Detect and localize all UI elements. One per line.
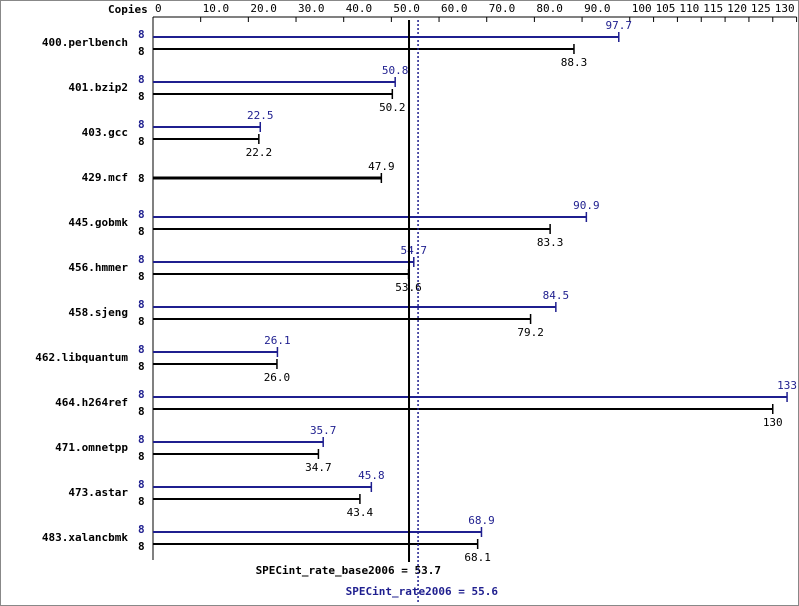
value-label: 45.8 bbox=[358, 469, 385, 482]
copies-label: 8 bbox=[138, 478, 145, 491]
copies-label: 8 bbox=[138, 208, 145, 221]
x-tick-label: 20.0 bbox=[250, 2, 277, 15]
copies-label: 8 bbox=[138, 433, 145, 446]
copies-label: 8 bbox=[138, 343, 145, 356]
copies-label: 8 bbox=[138, 45, 145, 58]
value-label: 68.1 bbox=[464, 551, 491, 564]
x-tick-label: 105 bbox=[656, 2, 676, 15]
x-tick-label: 0 bbox=[155, 2, 162, 15]
x-tick-label: 90.0 bbox=[584, 2, 611, 15]
copies-label: 8 bbox=[138, 450, 145, 463]
category-label: 445.gobmk bbox=[68, 216, 128, 229]
value-label: 79.2 bbox=[517, 326, 544, 339]
category-label: 462.libquantum bbox=[35, 351, 128, 364]
x-tick-label: 120 bbox=[727, 2, 747, 15]
category-label: 483.xalancbmk bbox=[42, 531, 128, 544]
category-label: 400.perlbench bbox=[42, 36, 128, 49]
value-label: 22.2 bbox=[246, 146, 273, 159]
copies-label: 8 bbox=[138, 540, 145, 553]
category-label: 429.mcf bbox=[82, 171, 128, 184]
copies-label: 8 bbox=[138, 90, 145, 103]
value-label: 50.8 bbox=[382, 64, 409, 77]
copies-label: 8 bbox=[138, 135, 145, 148]
value-label: 43.4 bbox=[347, 506, 374, 519]
copies-label: 8 bbox=[138, 225, 145, 238]
value-label: 26.0 bbox=[264, 371, 291, 384]
category-label: 473.astar bbox=[68, 486, 128, 499]
copies-header: Copies bbox=[108, 3, 148, 16]
copies-label: 8 bbox=[138, 118, 145, 131]
copies-label: 8 bbox=[138, 315, 145, 328]
value-label: 130 bbox=[763, 416, 783, 429]
value-label: 88.3 bbox=[561, 56, 588, 69]
reference-label: SPECint_rate2006 = 55.6 bbox=[346, 585, 499, 598]
value-label: 97.7 bbox=[606, 19, 633, 32]
copies-label: 8 bbox=[138, 360, 145, 373]
copies-label: 8 bbox=[138, 523, 145, 536]
category-label: 471.omnetpp bbox=[55, 441, 128, 454]
copies-label: 8 bbox=[138, 495, 145, 508]
value-label: 47.9 bbox=[368, 160, 395, 173]
x-tick-label: 125 bbox=[751, 2, 771, 15]
value-label: 83.3 bbox=[537, 236, 564, 249]
copies-label: 8 bbox=[138, 73, 145, 86]
reference-label: SPECint_rate_base2006 = 53.7 bbox=[256, 564, 441, 577]
x-tick-label: 60.0 bbox=[441, 2, 468, 15]
value-label: 68.9 bbox=[468, 514, 495, 527]
value-label: 50.2 bbox=[379, 101, 406, 114]
category-label: 458.sjeng bbox=[68, 306, 128, 319]
x-tick-label: 100 bbox=[632, 2, 652, 15]
value-label: 90.9 bbox=[573, 199, 600, 212]
copies-label: 8 bbox=[138, 405, 145, 418]
category-label: 403.gcc bbox=[82, 126, 128, 139]
x-tick-label: 50.0 bbox=[393, 2, 420, 15]
x-tick-label: 110 bbox=[679, 2, 699, 15]
value-label: 84.5 bbox=[543, 289, 570, 302]
x-tick-label: 30.0 bbox=[298, 2, 325, 15]
x-tick-label: 40.0 bbox=[346, 2, 373, 15]
copies-label: 8 bbox=[138, 172, 145, 185]
x-tick-label: 80.0 bbox=[536, 2, 563, 15]
x-tick-label: 70.0 bbox=[489, 2, 516, 15]
copies-label: 8 bbox=[138, 28, 145, 41]
copies-label: 8 bbox=[138, 270, 145, 283]
category-label: 456.hmmer bbox=[68, 261, 128, 274]
x-tick-label: 115 bbox=[703, 2, 723, 15]
value-label: 54.7 bbox=[401, 244, 428, 257]
category-label: 464.h264ref bbox=[55, 396, 128, 409]
value-label: 34.7 bbox=[305, 461, 332, 474]
category-label: 401.bzip2 bbox=[68, 81, 128, 94]
copies-label: 8 bbox=[138, 388, 145, 401]
x-tick-label: 130 bbox=[775, 2, 795, 15]
copies-label: 8 bbox=[138, 253, 145, 266]
value-label: 35.7 bbox=[310, 424, 337, 437]
copies-label: 8 bbox=[138, 298, 145, 311]
x-tick-label: 10.0 bbox=[203, 2, 230, 15]
value-label: 22.5 bbox=[247, 109, 274, 122]
value-label: 133 bbox=[777, 379, 797, 392]
value-label: 26.1 bbox=[264, 334, 291, 347]
